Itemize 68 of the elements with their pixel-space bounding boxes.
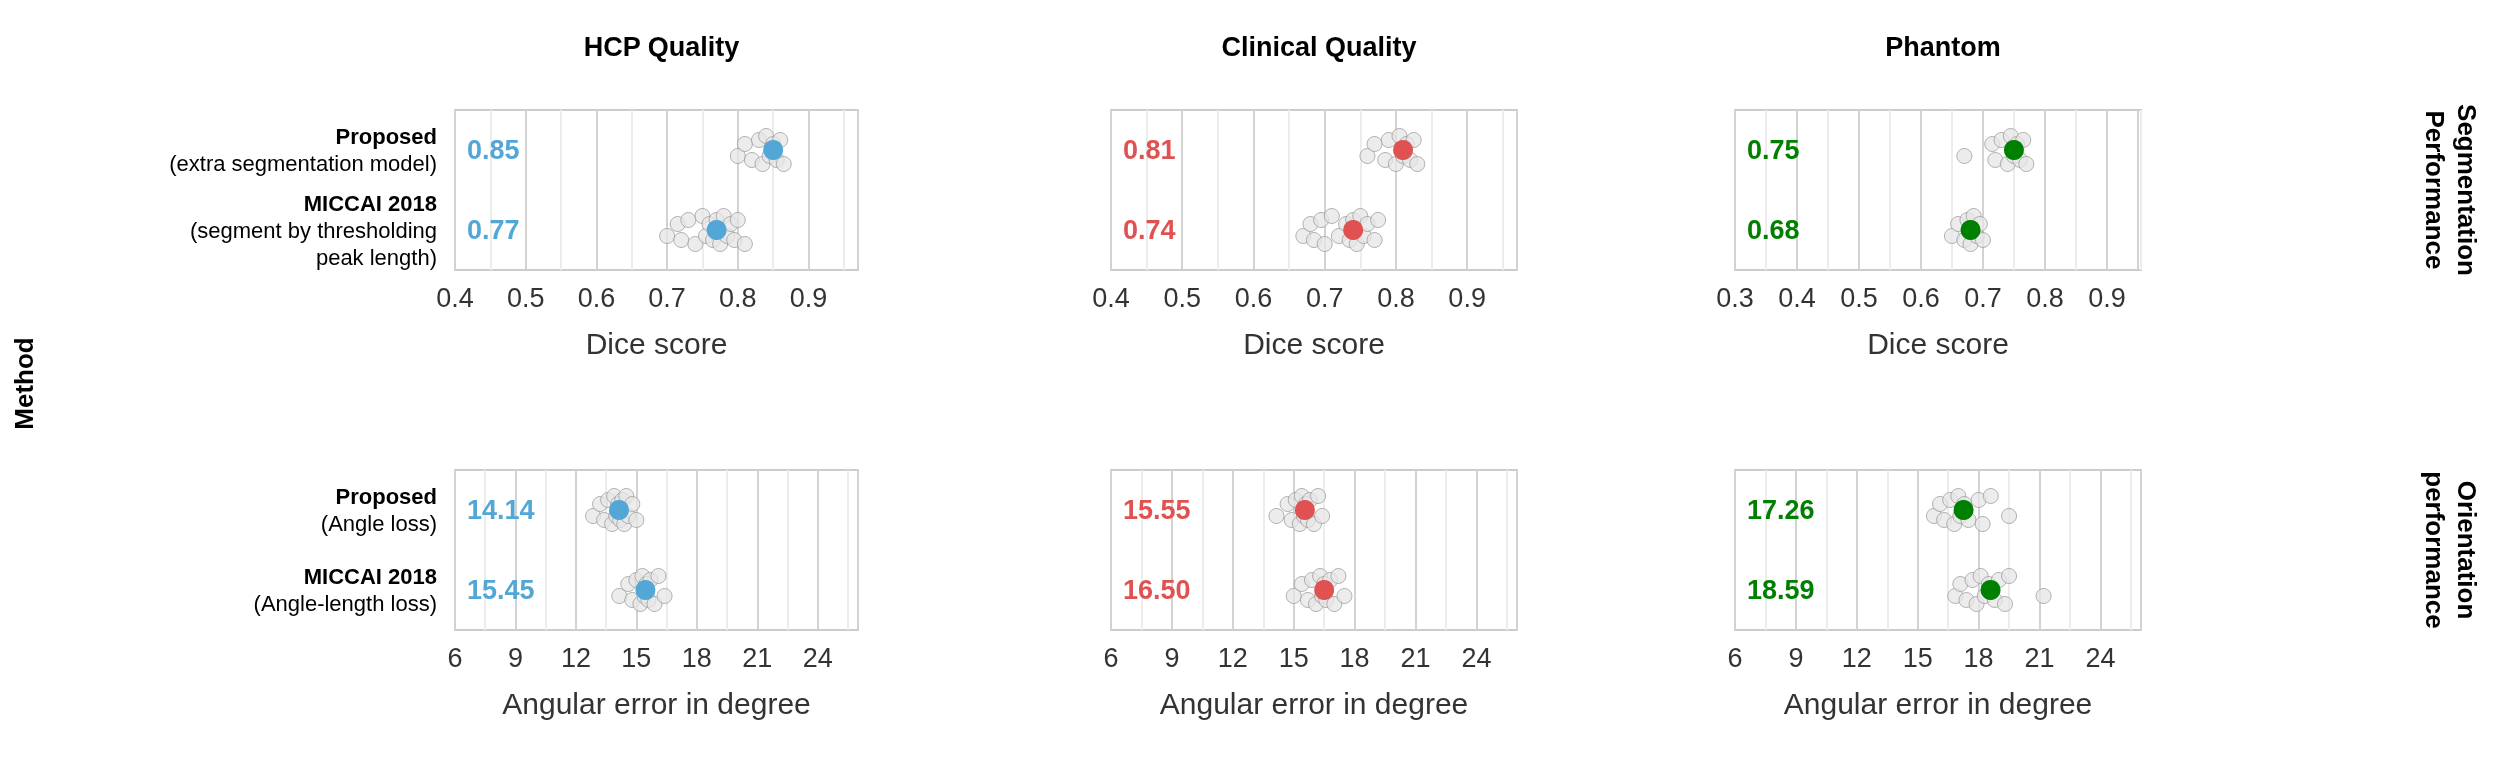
x-axis-title: Dice score	[585, 326, 728, 360]
x-tick-label: 21	[742, 642, 773, 673]
x-tick-label: 21	[2024, 642, 2055, 673]
x-tick-label: 9	[1164, 642, 1180, 673]
x-axis-title: Angular error in degree	[1783, 686, 2093, 720]
text: Segmentation Performance	[2420, 104, 2482, 276]
x-tick-label: 0.7	[1964, 282, 2002, 313]
x-tick-label: 0.9	[2088, 282, 2126, 313]
x-tick-label: 0.4	[1092, 282, 1130, 313]
x-tick-label: 18	[1339, 642, 1370, 673]
y-tick-label: Proposed (Angle loss)	[320, 484, 437, 536]
x-tick-label: 12	[1841, 642, 1872, 673]
x-tick-label: 0.8	[2026, 282, 2064, 313]
x-tick-label: 6	[1727, 642, 1743, 673]
x-tick-label: 0.7	[648, 282, 686, 313]
x-tick-label: 0.4	[436, 282, 474, 313]
x-tick-label: 12	[560, 642, 591, 673]
chart-title: HCP Quality	[583, 31, 740, 62]
x-tick-label: 0.9	[789, 282, 828, 313]
annotation: 0.75	[1747, 135, 1800, 165]
annotation: 0.74	[1123, 215, 1176, 245]
chart-title: Clinical Quality	[1221, 31, 1417, 62]
y-tick-label: MICCAI 2018 (segment by thresholding peak length)	[189, 190, 437, 270]
annotation: 0.81	[1123, 135, 1176, 165]
annotation: 14.14	[467, 495, 535, 525]
x-tick-label: 15	[1902, 642, 1933, 673]
annotation: 17.26	[1747, 495, 1815, 525]
x-tick-label: 0.4	[1778, 282, 1816, 313]
chart-title: Phantom	[1885, 31, 2001, 62]
x-axis-title: Angular error in degree	[502, 686, 811, 720]
x-axis-title: Dice score	[1243, 326, 1385, 360]
x-tick-label: 18	[681, 642, 712, 673]
x-tick-label: 15	[1278, 642, 1309, 673]
x-tick-label: 24	[2085, 642, 2116, 673]
x-tick-label: 0.5	[1163, 282, 1201, 313]
annotation: 18.59	[1747, 575, 1815, 605]
y-tick-label: MICCAI 2018 (Angle-length loss)	[253, 564, 437, 616]
x-tick-label: 0.7	[1305, 282, 1344, 313]
x-tick-label: 15	[621, 642, 652, 673]
text: Orientation performance	[2420, 471, 2482, 629]
x-tick-label: 0.6	[1902, 282, 1940, 313]
x-tick-label: 24	[1461, 642, 1492, 673]
x-tick-label: 0.5	[1840, 282, 1878, 313]
annotation: 0.68	[1747, 215, 1800, 245]
x-tick-label: 18	[1963, 642, 1994, 673]
x-tick-label: 0.6	[577, 282, 616, 313]
y-tick-label: Proposed (extra segmentation model)	[169, 124, 437, 176]
x-tick-label: 12	[1217, 642, 1248, 673]
x-tick-label: 0.8	[1377, 282, 1415, 313]
x-tick-label: 6	[447, 642, 463, 673]
x-tick-label: 0.9	[1448, 282, 1486, 313]
annotation: 0.77	[467, 215, 520, 245]
x-axis-title: Dice score	[1867, 326, 2009, 360]
x-tick-label: 6	[1103, 642, 1119, 673]
annotation: 16.50	[1123, 575, 1191, 605]
x-tick-label: 9	[507, 642, 523, 673]
x-tick-label: 0.8	[719, 282, 757, 313]
annotation: 0.85	[467, 135, 520, 165]
x-tick-label: 24	[802, 642, 833, 673]
x-tick-label: 21	[1400, 642, 1431, 673]
annotation: 15.55	[1123, 495, 1191, 525]
x-tick-label: 0.3	[1716, 282, 1754, 313]
x-tick-label: 0.6	[1234, 282, 1273, 313]
annotation: 15.45	[467, 575, 535, 605]
x-tick-label: 0.5	[506, 282, 545, 313]
y-axis-title: Method	[8, 337, 40, 430]
x-tick-label: 9	[1788, 642, 1804, 673]
x-axis-title: Angular error in degree	[1159, 686, 1469, 720]
